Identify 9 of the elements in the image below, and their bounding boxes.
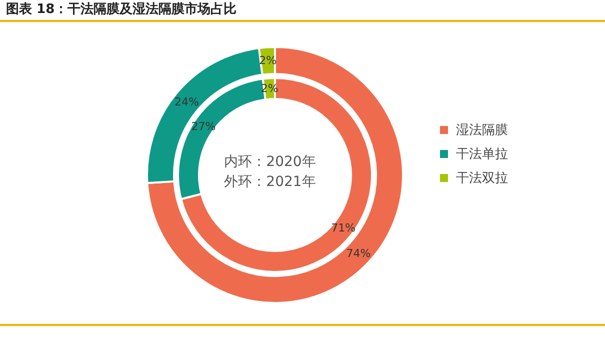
legend-label: 干法双拉 — [456, 170, 508, 187]
legend-label: 湿法隔膜 — [456, 122, 508, 139]
legend-label: 干法单拉 — [456, 146, 508, 163]
text: 内环：2020年 — [223, 153, 317, 172]
data-label: 74% — [346, 246, 371, 260]
text: 外环：2021年 — [223, 173, 317, 192]
data-label: 24% — [174, 96, 200, 109]
chart-title: 图表 18：干法隔膜及湿法隔膜市场占比 — [6, 0, 237, 18]
data-label: 71% — [331, 222, 356, 235]
